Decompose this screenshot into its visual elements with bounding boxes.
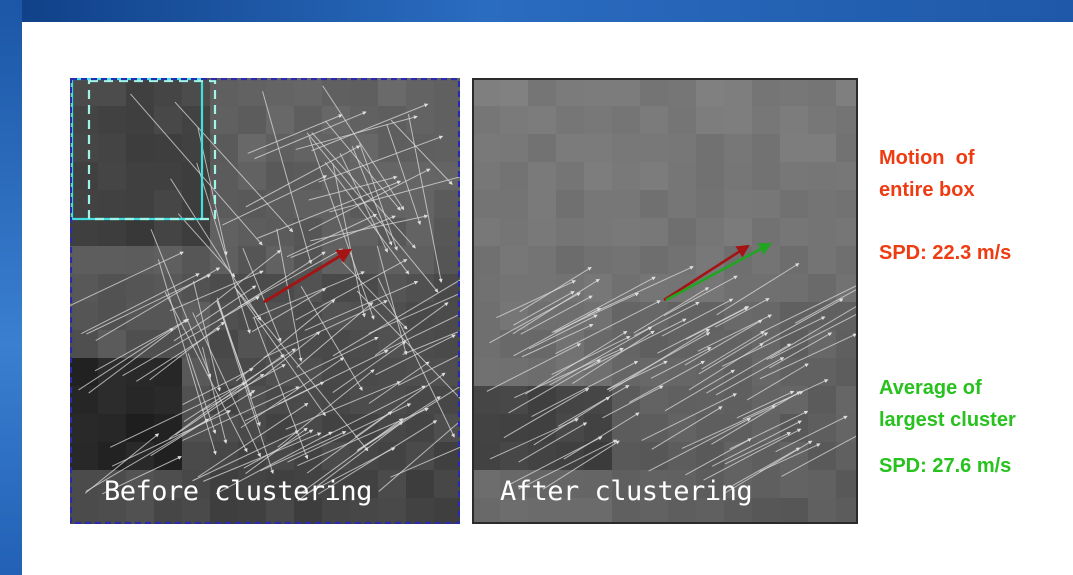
box-highlight-dashed: [87, 79, 217, 221]
before-clustering-image: [70, 78, 460, 524]
slide-frame-left: [0, 0, 22, 575]
box-outline: [70, 78, 460, 524]
cluster-vector-field: [486, 263, 858, 495]
slide-frame-top: [0, 0, 1073, 22]
box-motion-vector: [263, 248, 353, 304]
after-clustering-caption: After clustering: [500, 476, 753, 507]
imagery-mosaic: [472, 78, 858, 524]
motion-label-line1: Motion of: [879, 147, 975, 169]
average-label-line2: largest cluster: [879, 409, 1016, 431]
motion-of-entire-box-label: Motion of entire box: [879, 142, 975, 206]
entire-box-speed: SPD: 22.3 m/s: [879, 242, 1012, 264]
cluster-average-vector: [665, 242, 772, 302]
motion-vector-field: [70, 85, 460, 502]
box-motion-vector: [663, 244, 750, 302]
average-label-line1: Average of: [879, 377, 982, 399]
panel-border: [472, 78, 858, 524]
after-clustering-image: [472, 78, 858, 524]
average-of-largest-cluster-label: Average of largest cluster: [879, 372, 1016, 436]
before-clustering-caption: Before clustering: [104, 476, 372, 507]
largest-cluster-speed: SPD: 27.6 m/s: [879, 455, 1012, 477]
motion-label-line2: entire box: [879, 179, 975, 201]
